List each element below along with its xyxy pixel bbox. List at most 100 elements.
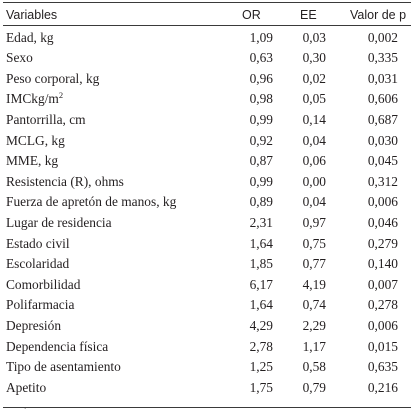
cell-p-value: 0,031 xyxy=(367,70,398,86)
table-row: Apetito 1,75 0,79 0,216 xyxy=(3,378,411,399)
cell-ee: 0,04 xyxy=(302,132,326,148)
header-rule xyxy=(3,25,411,26)
cell-ee: 0,14 xyxy=(302,111,326,127)
table-row: Depresión 4,29 2,29 0,006 xyxy=(3,316,411,337)
cell-ee: 0,74 xyxy=(302,297,326,313)
cell-or: 6,17 xyxy=(249,276,273,292)
cell-ee: 0,30 xyxy=(302,50,326,66)
cell-p-value: 0,015 xyxy=(367,338,398,354)
table-row: Comorbilidad 6,17 4,19 0,007 xyxy=(3,275,411,296)
table-row: Lugar de residencia 2,31 0,97 0,046 xyxy=(3,213,411,234)
cell-or: 4,29 xyxy=(249,317,273,333)
cell-p-value: 0,279 xyxy=(367,235,398,251)
cell-ee: 0,02 xyxy=(302,70,326,86)
table-row: Tipo de asentamiento 1,25 0,58 0,635 xyxy=(3,357,411,378)
cell-variable-superscript: 2 xyxy=(58,90,64,101)
cell-variable: Sexo xyxy=(6,50,33,66)
cell-or: 0,96 xyxy=(249,70,273,86)
cell-ee: 4,19 xyxy=(302,276,326,292)
cell-variable: Lugar de residencia xyxy=(6,214,112,230)
cell-or: 0,98 xyxy=(249,91,273,107)
table-row: Dependencia física 2,78 1,17 0,015 xyxy=(3,337,411,358)
footnote-mark: ´ xyxy=(24,407,27,415)
top-rule xyxy=(3,2,411,3)
cell-variable: Fuerza de apretón de manos, kg xyxy=(6,194,177,210)
cell-ee: 0,00 xyxy=(302,173,326,189)
cell-ee: 0,03 xyxy=(302,29,326,45)
cell-p-value: 0,045 xyxy=(367,153,398,169)
cell-ee: 0,97 xyxy=(302,214,326,230)
cell-or: 1,25 xyxy=(249,359,273,375)
cell-ee: 0,05 xyxy=(302,91,326,107)
cell-or: 1,64 xyxy=(249,297,273,313)
cell-or: 1,85 xyxy=(249,256,273,272)
table-row: Peso corporal, kg 0,96 0,02 0,031 xyxy=(3,69,411,90)
table-row: MCLG, kg 0,92 0,04 0,030 xyxy=(3,131,411,152)
header-p-value: Valor de p xyxy=(350,8,407,22)
cell-p-value: 0,006 xyxy=(367,317,398,333)
cell-variable: Pantorrilla, cm xyxy=(6,111,86,127)
cell-p-value: 0,216 xyxy=(367,379,398,395)
table-row: Escolaridad 1,85 0,77 0,140 xyxy=(3,254,411,275)
cell-or: 1,09 xyxy=(249,29,273,45)
cell-p-value: 0,046 xyxy=(367,214,398,230)
cell-ee: 0,77 xyxy=(302,256,326,272)
cell-variable-text: IMCkg/m xyxy=(6,91,59,107)
cell-ee: 0,58 xyxy=(302,359,326,375)
cell-variable: Polifarmacia xyxy=(6,297,75,313)
cell-or: 0,63 xyxy=(249,50,273,66)
table-row: Estado civil 1,64 0,75 0,279 xyxy=(3,234,411,255)
table-row: Resistencia (R), ohms 0,99 0,00 0,312 xyxy=(3,172,411,193)
cell-or: 2,31 xyxy=(249,214,273,230)
cell-or: 0,92 xyxy=(249,132,273,148)
cell-p-value: 0,140 xyxy=(367,256,398,272)
cell-or: 0,99 xyxy=(249,111,273,127)
table-row: MME, kg 0,87 0,06 0,045 xyxy=(3,151,411,172)
cell-variable: Peso corporal, kg xyxy=(6,70,100,86)
header-variables: Variables xyxy=(6,8,58,22)
header-or: OR xyxy=(242,8,261,22)
cell-p-value: 0,002 xyxy=(367,29,398,45)
cell-or: 2,78 xyxy=(249,338,273,354)
cell-variable: Estado civil xyxy=(6,235,70,251)
cell-ee: 0,06 xyxy=(302,153,326,169)
cell-p-value: 0,635 xyxy=(367,359,398,375)
cell-p-value: 0,687 xyxy=(367,111,398,127)
cell-p-value: 0,335 xyxy=(367,50,398,66)
cell-p-value: 0,312 xyxy=(367,173,398,189)
header-ee: EE xyxy=(300,8,317,22)
table-row: Fuerza de apretón de manos, kg 0,89 0,04 0,… xyxy=(3,192,411,213)
cell-or: 1,75 xyxy=(249,379,273,395)
cell-or: 1,64 xyxy=(249,235,273,251)
cell-or: 0,89 xyxy=(249,194,273,210)
cell-p-value: 0,278 xyxy=(367,297,398,313)
table-row: Polifarmacia 1,64 0,74 0,278 xyxy=(3,295,411,316)
table-row: IMCkg/m2 0,98 0,05 0,606 xyxy=(3,89,411,110)
cell-variable: Edad, kg xyxy=(6,29,54,45)
table-row: Sexo 0,63 0,30 0,335 xyxy=(3,48,411,69)
table-row: Edad, kg 1,09 0,03 0,002 xyxy=(3,28,411,49)
bottom-rule xyxy=(3,407,411,408)
cell-ee: 2,29 xyxy=(302,317,326,333)
table-row: Pantorrilla, cm 0,99 0,14 0,687 xyxy=(3,110,411,131)
cell-variable: Apetito xyxy=(6,379,47,395)
cell-variable: Dependencia física xyxy=(6,338,109,354)
cell-variable: MCLG, kg xyxy=(6,132,65,148)
cell-ee: 0,04 xyxy=(302,194,326,210)
cell-variable: Escolaridad xyxy=(6,256,70,272)
cell-variable: Resistencia (R), ohms xyxy=(6,173,124,189)
cell-variable: MME, kg xyxy=(6,153,59,169)
cell-ee: 0,75 xyxy=(302,235,326,251)
cell-p-value: 0,006 xyxy=(367,194,398,210)
cell-ee: 0,79 xyxy=(302,379,326,395)
cell-p-value: 0,030 xyxy=(367,132,398,148)
cell-p-value: 0,007 xyxy=(367,276,398,292)
cell-variable: IMCkg/m2 xyxy=(6,89,63,110)
cell-p-value: 0,606 xyxy=(367,91,398,107)
cell-variable: Depresión xyxy=(6,317,62,333)
cell-variable: Tipo de asentamiento xyxy=(6,359,121,375)
cell-or: 0,99 xyxy=(249,173,273,189)
cell-ee: 1,17 xyxy=(302,338,326,354)
cell-variable: Comorbilidad xyxy=(6,276,81,292)
cell-or: 0,87 xyxy=(249,153,273,169)
